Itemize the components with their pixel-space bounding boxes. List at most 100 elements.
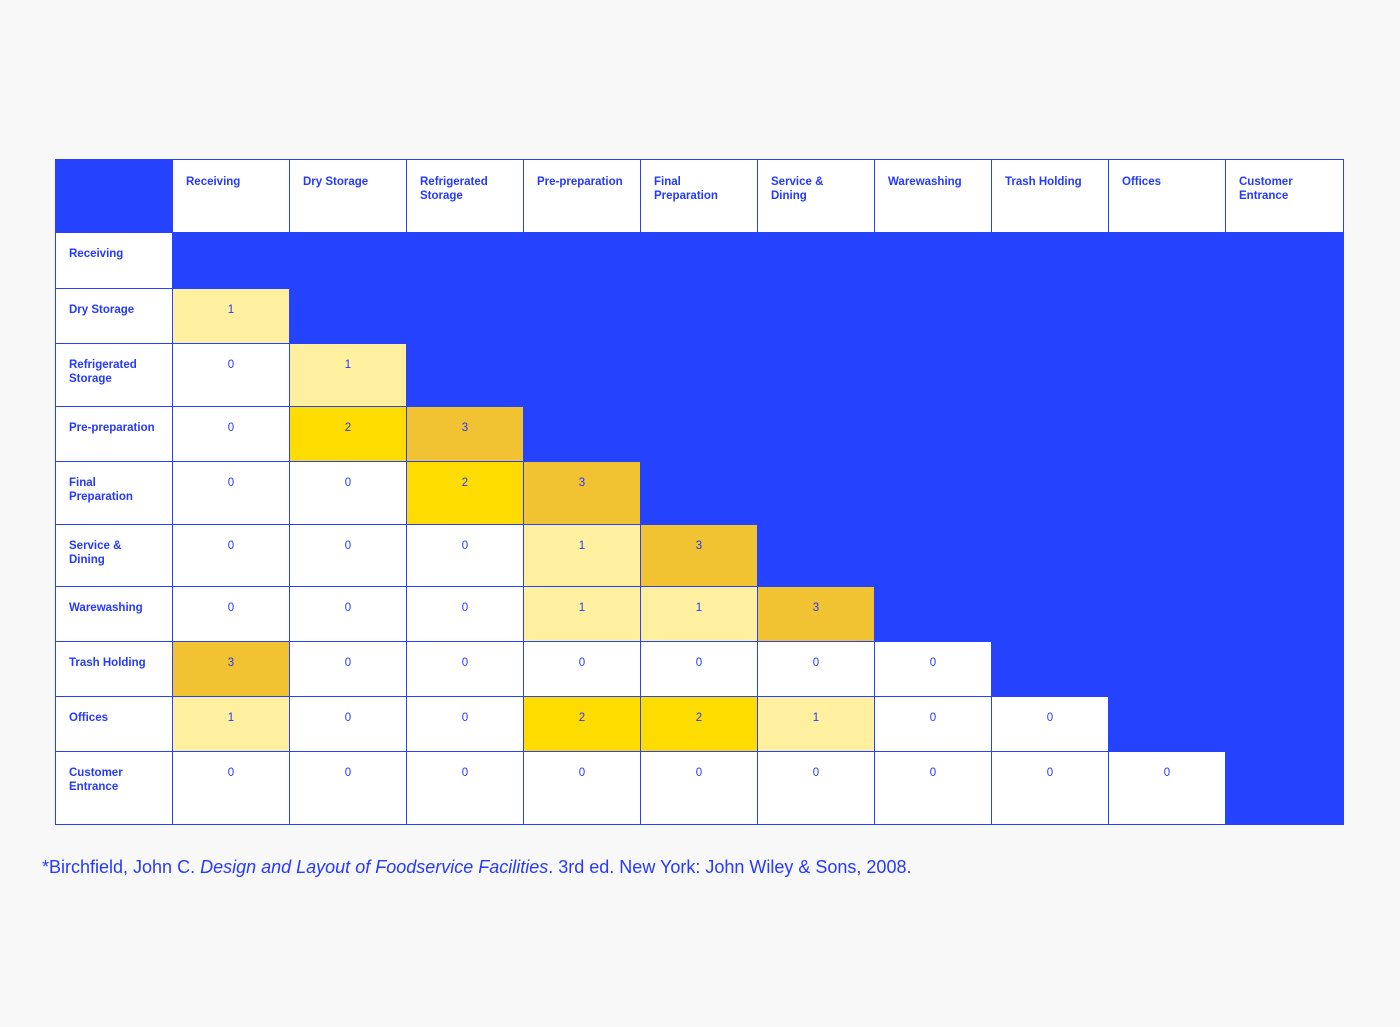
matrix-cell: 0 [406, 524, 524, 587]
row-header: Dry Storage [55, 288, 173, 344]
row-header: Warewashing [55, 586, 173, 642]
empty-cell [1108, 641, 1226, 697]
empty-cell [406, 232, 524, 289]
column-header: Offices [1108, 159, 1226, 233]
matrix-cell: 0 [406, 641, 524, 697]
matrix-cell: 3 [640, 524, 758, 587]
matrix-cell: 1 [172, 288, 290, 344]
matrix-cell: 1 [523, 586, 641, 642]
empty-cell [289, 232, 407, 289]
empty-cell [1225, 641, 1344, 697]
empty-cell [874, 586, 992, 642]
empty-cell [757, 288, 875, 344]
column-header: Pre-preparation [523, 159, 641, 233]
matrix-cell: 0 [640, 751, 758, 825]
relationship-matrix: Receiving Dry Storage Refrigerated Storage… [55, 159, 1344, 825]
matrix-cell: 0 [757, 751, 875, 825]
empty-cell [1225, 406, 1344, 462]
empty-cell [172, 232, 290, 289]
empty-cell [874, 288, 992, 344]
matrix-cell: 1 [172, 696, 290, 752]
table-row: Dry Storage 1 [55, 288, 1344, 344]
empty-cell [1108, 696, 1226, 752]
empty-cell [1225, 696, 1344, 752]
matrix-cell: 0 [289, 751, 407, 825]
matrix-cell: 0 [289, 696, 407, 752]
empty-cell [757, 461, 875, 525]
matrix-cell: 1 [523, 524, 641, 587]
matrix-cell: 0 [406, 751, 524, 825]
empty-cell [874, 406, 992, 462]
matrix-cell: 0 [289, 461, 407, 525]
matrix-cell: 1 [640, 586, 758, 642]
corner-cell [55, 159, 173, 233]
matrix-cell: 0 [289, 524, 407, 587]
empty-cell [874, 232, 992, 289]
citation-author: *Birchfield, John C. [42, 857, 201, 877]
matrix-cell: 2 [523, 696, 641, 752]
matrix-cell: 3 [523, 461, 641, 525]
header-row: Receiving Dry Storage Refrigerated Storage… [55, 159, 1344, 233]
table-row: Offices 1 0 0 2 2 1 0 0 [55, 696, 1344, 752]
empty-cell [991, 406, 1109, 462]
empty-cell [1225, 751, 1344, 825]
matrix-cell: 0 [172, 524, 290, 587]
row-header: Receiving [55, 232, 173, 289]
empty-cell [640, 232, 758, 289]
empty-cell [640, 343, 758, 407]
matrix-cell: 0 [172, 751, 290, 825]
matrix-cell: 0 [406, 696, 524, 752]
matrix-cell: 3 [406, 406, 524, 462]
matrix-cell: 3 [757, 586, 875, 642]
matrix-cell: 0 [640, 641, 758, 697]
matrix-cell: 0 [289, 586, 407, 642]
matrix-cell: 0 [289, 641, 407, 697]
empty-cell [640, 461, 758, 525]
citation: *Birchfield, John C. Design and Layout o… [42, 857, 911, 878]
empty-cell [1225, 232, 1344, 289]
matrix-cell: 2 [289, 406, 407, 462]
empty-cell [757, 406, 875, 462]
table-row: Final Preparation 0 0 2 3 [55, 461, 1344, 525]
column-header: Warewashing [874, 159, 992, 233]
empty-cell [991, 288, 1109, 344]
empty-cell [523, 406, 641, 462]
empty-cell [1108, 586, 1226, 642]
empty-cell [1108, 461, 1226, 525]
matrix-cell: 1 [289, 343, 407, 407]
empty-cell [1108, 232, 1226, 289]
row-header: Customer Entrance [55, 751, 173, 825]
matrix-cell: 2 [406, 461, 524, 525]
empty-cell [640, 406, 758, 462]
empty-cell [757, 343, 875, 407]
empty-cell [874, 343, 992, 407]
matrix-cell: 0 [991, 751, 1109, 825]
matrix-cell: 0 [874, 696, 992, 752]
empty-cell [991, 641, 1109, 697]
empty-cell [523, 288, 641, 344]
matrix-cell: 2 [640, 696, 758, 752]
column-header: Dry Storage [289, 159, 407, 233]
empty-cell [1108, 524, 1226, 587]
empty-cell [1225, 343, 1344, 407]
matrix-cell: 0 [523, 751, 641, 825]
matrix-cell: 3 [172, 641, 290, 697]
table-row: Refrigerated Storage 0 1 [55, 343, 1344, 407]
empty-cell [523, 343, 641, 407]
citation-title: Design and Layout of Foodservice Facilit… [200, 857, 549, 877]
table-row: Receiving [55, 232, 1344, 289]
matrix-cell: 0 [523, 641, 641, 697]
empty-cell [874, 461, 992, 525]
matrix-cell: 0 [172, 461, 290, 525]
row-header: Trash Holding [55, 641, 173, 697]
column-header: Customer Entrance [1225, 159, 1344, 233]
empty-cell [991, 586, 1109, 642]
table-row: Warewashing 0 0 0 1 1 3 [55, 586, 1344, 642]
column-header: Receiving [172, 159, 290, 233]
matrix-body: Receiving Dry Storage 1 Refrigerated Storag… [55, 232, 1344, 825]
matrix-cell: 0 [172, 343, 290, 407]
empty-cell [991, 524, 1109, 587]
row-header: Service & Dining [55, 524, 173, 587]
column-header: Service & Dining [757, 159, 875, 233]
empty-cell [991, 232, 1109, 289]
